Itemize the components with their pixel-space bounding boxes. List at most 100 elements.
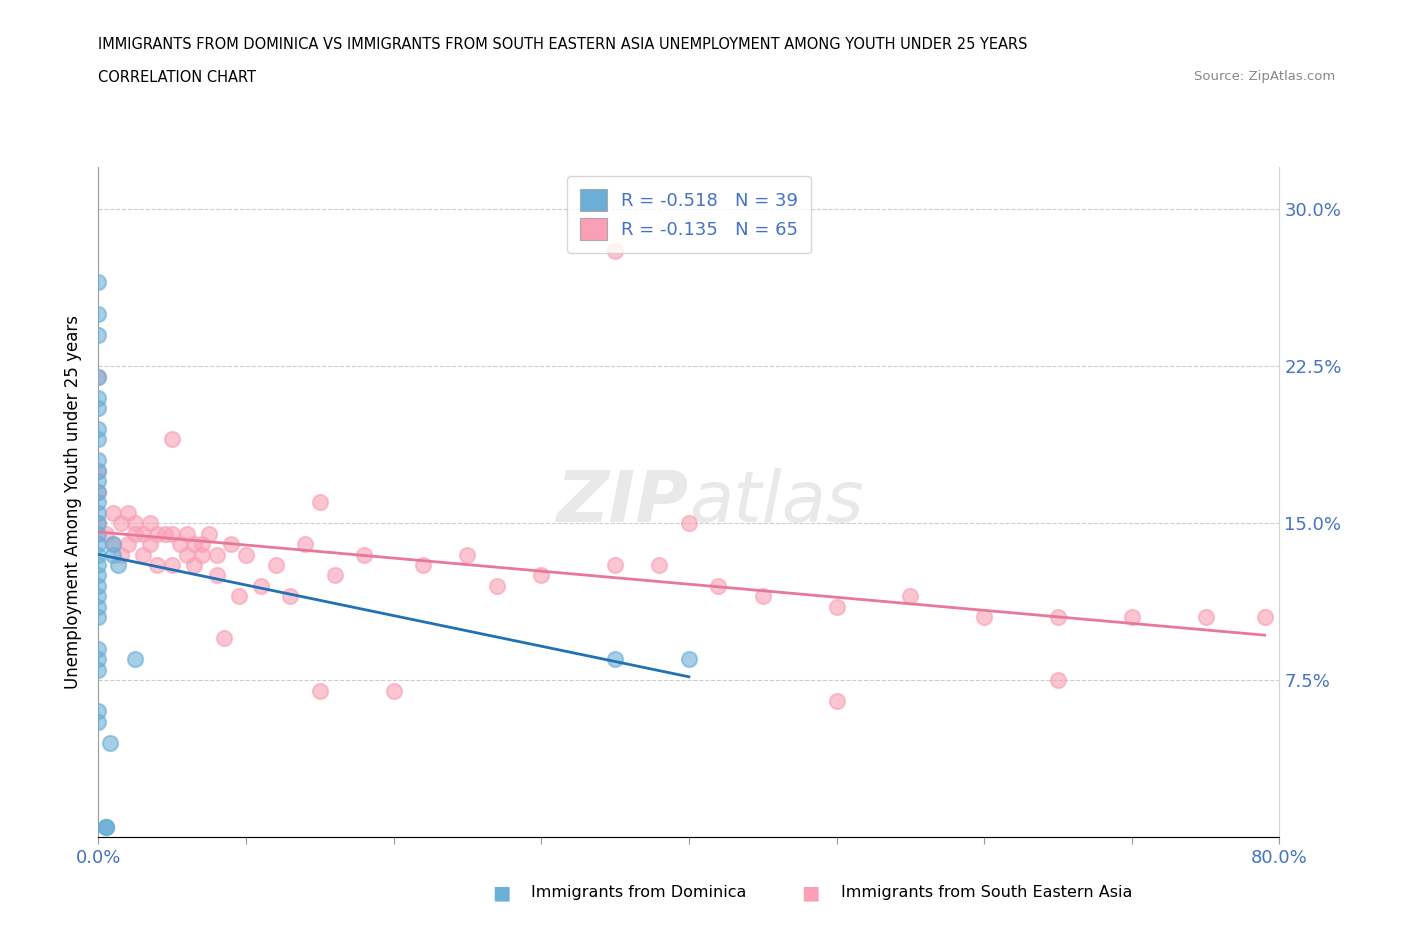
Point <box>605 244 627 259</box>
Point <box>707 578 730 593</box>
Point <box>87 578 110 593</box>
Point <box>87 652 110 667</box>
Point <box>98 736 121 751</box>
Point <box>825 694 848 709</box>
Point <box>751 589 773 604</box>
Point <box>1046 610 1069 625</box>
Point <box>146 526 169 541</box>
Point <box>107 558 129 573</box>
Text: ■: ■ <box>801 884 820 902</box>
Point <box>87 421 110 436</box>
Point <box>825 600 848 615</box>
Point <box>87 589 110 604</box>
Point <box>530 568 553 583</box>
Point <box>87 275 110 290</box>
Point <box>87 558 110 573</box>
Point <box>678 652 700 667</box>
Y-axis label: Unemployment Among Youth under 25 years: Unemployment Among Youth under 25 years <box>65 315 83 689</box>
Point <box>191 547 214 562</box>
Point <box>139 516 162 531</box>
Point <box>264 558 287 573</box>
Point <box>183 558 205 573</box>
Point <box>94 819 117 834</box>
Point <box>87 516 110 531</box>
Point <box>900 589 922 604</box>
Point <box>205 568 228 583</box>
Point <box>87 704 110 719</box>
Point <box>412 558 434 573</box>
Point <box>94 819 117 834</box>
Point <box>228 589 250 604</box>
Point <box>103 537 125 551</box>
Text: Immigrants from South Eastern Asia: Immigrants from South Eastern Asia <box>841 885 1132 900</box>
Point <box>87 401 110 416</box>
Text: IMMIGRANTS FROM DOMINICA VS IMMIGRANTS FROM SOUTH EASTERN ASIA UNEMPLOYMENT AMON: IMMIGRANTS FROM DOMINICA VS IMMIGRANTS F… <box>98 37 1028 52</box>
Point <box>221 537 243 551</box>
Point <box>250 578 273 593</box>
Text: ZIP: ZIP <box>557 468 689 537</box>
Point <box>94 819 117 834</box>
Point <box>212 631 235 645</box>
Point <box>169 537 191 551</box>
Point <box>1046 672 1069 687</box>
Point <box>87 474 110 489</box>
Point <box>87 327 110 342</box>
Point <box>323 568 346 583</box>
Point <box>87 547 110 562</box>
Point <box>648 558 671 573</box>
Point <box>103 547 125 562</box>
Point <box>235 547 257 562</box>
Point <box>103 537 125 551</box>
Point <box>87 526 110 541</box>
Point <box>605 558 627 573</box>
Point <box>87 485 110 499</box>
Text: Source: ZipAtlas.com: Source: ZipAtlas.com <box>1195 70 1336 83</box>
Point <box>162 558 183 573</box>
Point <box>294 537 316 551</box>
Point <box>87 432 110 447</box>
Point <box>87 453 110 468</box>
Point <box>153 526 176 541</box>
Text: ■: ■ <box>492 884 510 902</box>
Point <box>678 516 700 531</box>
Point <box>87 463 110 478</box>
Point <box>87 537 110 551</box>
Point <box>176 547 198 562</box>
Point <box>973 610 995 625</box>
Point <box>87 485 110 499</box>
Point <box>87 391 110 405</box>
Point <box>278 589 302 604</box>
Point <box>132 526 155 541</box>
Point <box>87 369 110 384</box>
Point <box>353 547 375 562</box>
Point <box>146 558 169 573</box>
Point <box>87 516 110 531</box>
Point <box>87 610 110 625</box>
Text: CORRELATION CHART: CORRELATION CHART <box>98 70 256 85</box>
Point <box>198 526 221 541</box>
Point <box>162 432 183 447</box>
Point <box>103 505 125 520</box>
Point <box>309 684 332 698</box>
Text: Immigrants from Dominica: Immigrants from Dominica <box>531 885 747 900</box>
Point <box>191 537 214 551</box>
Point <box>309 495 332 510</box>
Point <box>87 369 110 384</box>
Point <box>87 642 110 657</box>
Point <box>117 505 139 520</box>
Point <box>110 516 132 531</box>
Point <box>87 495 110 510</box>
Point <box>486 578 509 593</box>
Point <box>605 652 627 667</box>
Legend: R = -0.518   N = 39, R = -0.135   N = 65: R = -0.518 N = 39, R = -0.135 N = 65 <box>567 177 811 253</box>
Point <box>1195 610 1218 625</box>
Point <box>456 547 478 562</box>
Point <box>117 537 139 551</box>
Point <box>87 568 110 583</box>
Point <box>87 662 110 677</box>
Point <box>183 537 205 551</box>
Point <box>110 547 132 562</box>
Point <box>162 526 183 541</box>
Text: atlas: atlas <box>689 468 863 537</box>
Point <box>124 652 146 667</box>
